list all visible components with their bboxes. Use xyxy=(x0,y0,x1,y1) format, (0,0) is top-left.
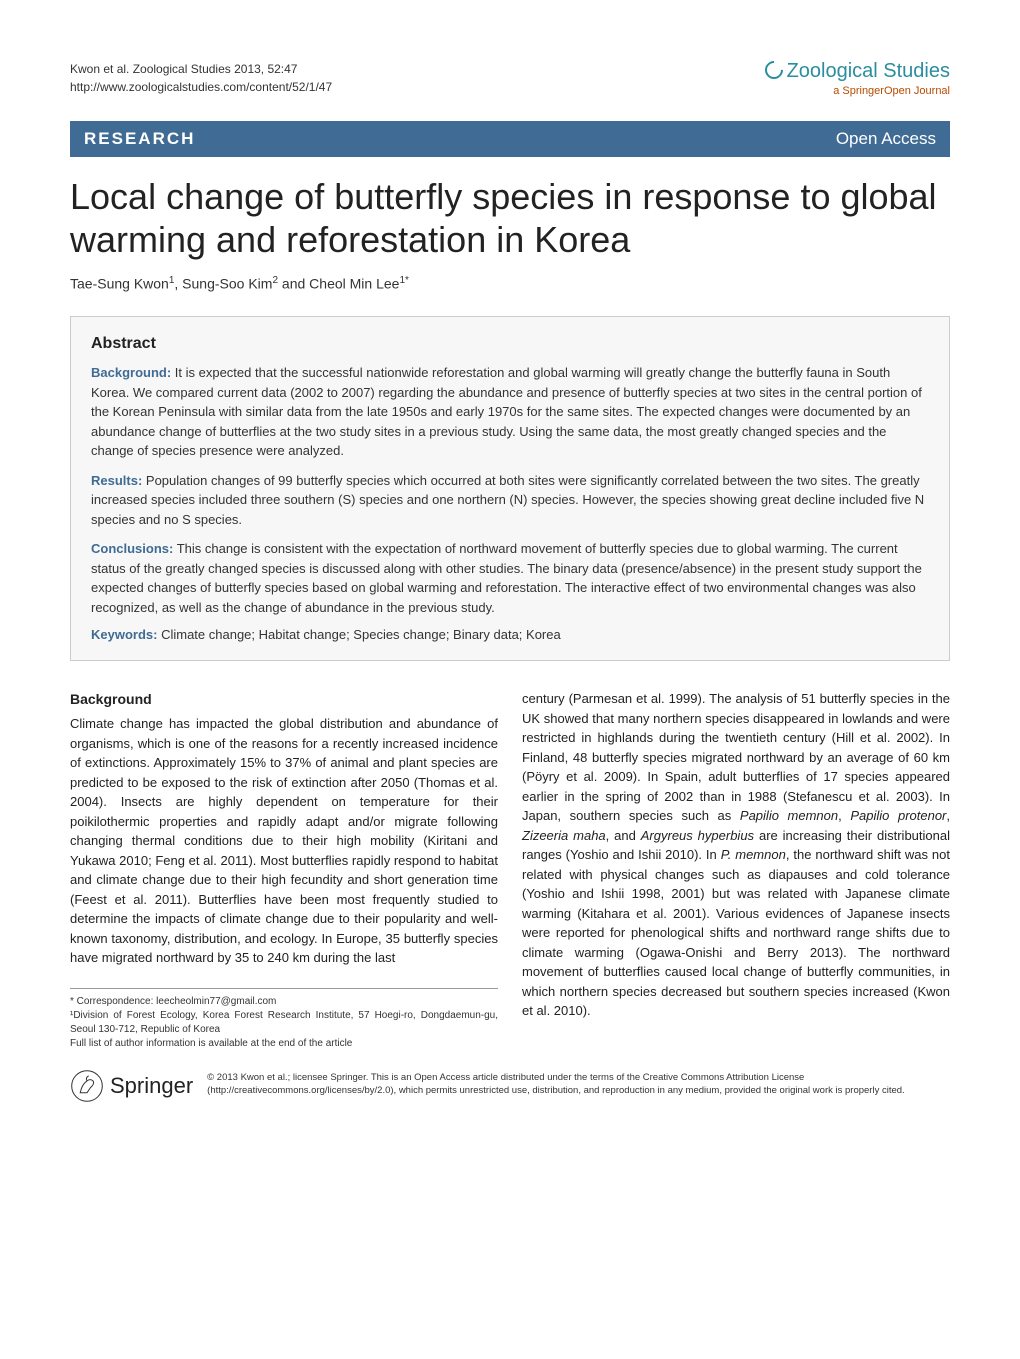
citation-block: Kwon et al. Zoological Studies 2013, 52:… xyxy=(70,60,332,96)
correspondence-line: * Correspondence: leecheolmin77@gmail.co… xyxy=(70,995,498,1009)
background-heading: Background xyxy=(70,689,498,710)
banner-open-access-label: Open Access xyxy=(836,129,936,149)
license-text: © 2013 Kwon et al.; licensee Springer. T… xyxy=(207,1069,950,1098)
journal-branding: Zoological Studies a SpringerOpen Journa… xyxy=(765,60,950,97)
keywords-text: Climate change; Habitat change; Species … xyxy=(157,627,560,642)
abstract-results: Results: Population changes of 99 butter… xyxy=(91,471,929,530)
body-columns: Background Climate change has impacted t… xyxy=(70,689,950,1051)
banner-research-label: RESEARCH xyxy=(84,129,195,149)
abstract-background-label: Background: xyxy=(91,365,171,380)
license-row: Springer © 2013 Kwon et al.; licensee Sp… xyxy=(70,1069,950,1103)
full-author-list-note: Full list of author information is avail… xyxy=(70,1037,498,1051)
background-paragraph-1: Climate change has impacted the global d… xyxy=(70,714,498,968)
abstract-background-text: It is expected that the successful natio… xyxy=(91,365,922,458)
abstract-conclusions-text: This change is consistent with the expec… xyxy=(91,541,922,615)
abstract-results-text: Population changes of 99 butterfly speci… xyxy=(91,473,924,527)
abstract-heading: Abstract xyxy=(91,335,929,353)
abstract-keywords: Keywords: Climate change; Habitat change… xyxy=(91,627,929,642)
authors-line: Tae-Sung Kwon1, Sung-Soo Kim2 and Cheol … xyxy=(70,275,950,292)
body-column-right: century (Parmesan et al. 1999). The anal… xyxy=(522,689,950,1051)
abstract-conclusions-label: Conclusions: xyxy=(91,541,173,556)
keywords-label: Keywords: xyxy=(91,627,157,642)
affiliation-line: ¹Division of Forest Ecology, Korea Fores… xyxy=(70,1009,498,1037)
journal-tagline: a SpringerOpen Journal xyxy=(765,85,950,97)
citation-text: Kwon et al. Zoological Studies 2013, 52:… xyxy=(70,60,332,78)
springer-logo: Springer xyxy=(70,1069,193,1103)
article-type-banner: RESEARCH Open Access xyxy=(70,121,950,157)
journal-swirl-icon xyxy=(761,57,786,82)
springer-horse-icon xyxy=(70,1069,104,1103)
abstract-box: Abstract Background: It is expected that… xyxy=(70,316,950,661)
abstract-background: Background: It is expected that the succ… xyxy=(91,363,929,461)
journal-name: Zoological Studies xyxy=(787,60,950,82)
abstract-conclusions: Conclusions: This change is consistent w… xyxy=(91,539,929,617)
page-header: Kwon et al. Zoological Studies 2013, 52:… xyxy=(70,60,950,97)
body-column-left: Background Climate change has impacted t… xyxy=(70,689,498,1051)
background-paragraph-2: century (Parmesan et al. 1999). The anal… xyxy=(522,689,950,1021)
journal-logo: Zoological Studies xyxy=(765,60,950,83)
springer-text: Springer xyxy=(110,1073,193,1099)
abstract-results-label: Results: xyxy=(91,473,142,488)
correspondence-footer: * Correspondence: leecheolmin77@gmail.co… xyxy=(70,988,498,1051)
citation-url: http://www.zoologicalstudies.com/content… xyxy=(70,78,332,96)
article-title: Local change of butterfly species in res… xyxy=(70,175,950,261)
